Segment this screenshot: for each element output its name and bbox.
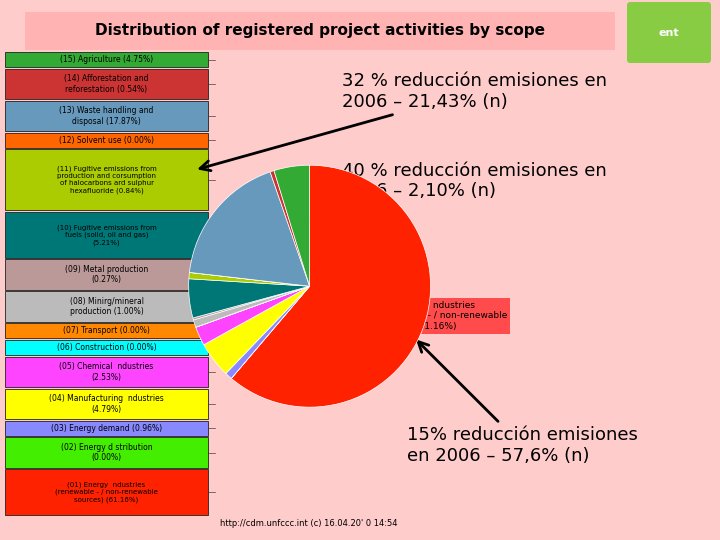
Bar	[25, 12, 615, 50]
Text: (01) Energy  ndustries
(renewable - / non-renewable
sources) (61.16%): (01) Energy ndustries (renewable - / non…	[361, 301, 508, 331]
Bar	[5, 259, 208, 289]
Text: (06) Construction (0.00%): (06) Construction (0.00%)	[57, 343, 156, 352]
Wedge shape	[196, 286, 310, 327]
Text: 32 % reducción emisiones en
2006 – 21,43% (n): 32 % reducción emisiones en 2006 – 21,43…	[200, 72, 607, 171]
Wedge shape	[270, 171, 310, 286]
Wedge shape	[189, 272, 310, 286]
Text: (08) Minirg/mineral
production (1.00%): (08) Minirg/mineral production (1.00%)	[70, 296, 143, 316]
Text: (10) Fugitive emissions from
fuels (solid, oil and gas)
(5.21%): (10) Fugitive emissions from fuels (soli…	[57, 224, 156, 246]
Text: (01) Energy  ndustries
(renewable - / non-renewable
sources) (61.16%): (01) Energy ndustries (renewable - / non…	[55, 481, 158, 503]
Bar	[5, 437, 208, 468]
Text: Distribution of registered project activities by scope: Distribution of registered project activ…	[95, 24, 545, 38]
Bar	[5, 101, 208, 131]
Wedge shape	[204, 286, 310, 374]
Wedge shape	[196, 286, 310, 345]
Wedge shape	[189, 172, 310, 286]
Bar	[5, 469, 208, 515]
Bar	[5, 323, 208, 339]
Wedge shape	[274, 165, 310, 286]
Wedge shape	[194, 286, 310, 327]
Bar	[5, 133, 208, 148]
Wedge shape	[231, 286, 310, 379]
Bar	[5, 356, 208, 387]
Wedge shape	[193, 286, 310, 320]
Bar	[5, 150, 208, 211]
Text: (12) Solvent use (0.00%): (12) Solvent use (0.00%)	[59, 136, 154, 145]
Bar	[5, 389, 208, 419]
Bar	[5, 340, 208, 355]
Wedge shape	[189, 279, 310, 318]
Text: ent: ent	[659, 28, 679, 38]
Text: (09) Metal production
(0.27%): (09) Metal production (0.27%)	[65, 265, 148, 284]
Wedge shape	[189, 272, 310, 286]
Text: 15% reducción emisiones
en 2006 – 57,6% (n): 15% reducción emisiones en 2006 – 57,6% …	[407, 342, 638, 465]
Bar	[5, 421, 208, 436]
Text: (07) Transport (0.00%): (07) Transport (0.00%)	[63, 326, 150, 335]
Text: (14) Afforestation and
reforestation (0.54%): (14) Afforestation and reforestation (0.…	[64, 75, 149, 93]
Wedge shape	[196, 286, 310, 327]
Text: http://cdm.unfccc.int (c) 16.04.20' 0 14:54: http://cdm.unfccc.int (c) 16.04.20' 0 14…	[220, 519, 397, 528]
Bar	[5, 212, 208, 258]
Text: (03) Energy demand (0.96%): (03) Energy demand (0.96%)	[51, 424, 162, 433]
Text: (05) Chemical  ndustries
(2.53%): (05) Chemical ndustries (2.53%)	[59, 362, 153, 382]
Wedge shape	[226, 286, 310, 379]
Text: (04) Manufacturing  ndustries
(4.79%): (04) Manufacturing ndustries (4.79%)	[49, 394, 164, 414]
FancyBboxPatch shape	[627, 2, 711, 63]
Text: (02) Energy d stribution
(0.00%): (02) Energy d stribution (0.00%)	[60, 443, 153, 462]
Text: (11) Fugitive emissions from
production and corsumption
of halocarbons ard sulph: (11) Fugitive emissions from production …	[57, 166, 156, 194]
Wedge shape	[231, 165, 431, 407]
Bar	[5, 52, 208, 68]
Text: (15) Agriculture (4.75%): (15) Agriculture (4.75%)	[60, 55, 153, 64]
Bar	[5, 69, 208, 99]
Text: 40 % reducción emisiones en
2006 – 2,10% (n): 40 % reducción emisiones en 2006 – 2,10%…	[218, 161, 607, 242]
Text: (13) Waste handling and
disposal (17.87%): (13) Waste handling and disposal (17.87%…	[59, 106, 153, 126]
Bar	[5, 291, 208, 322]
